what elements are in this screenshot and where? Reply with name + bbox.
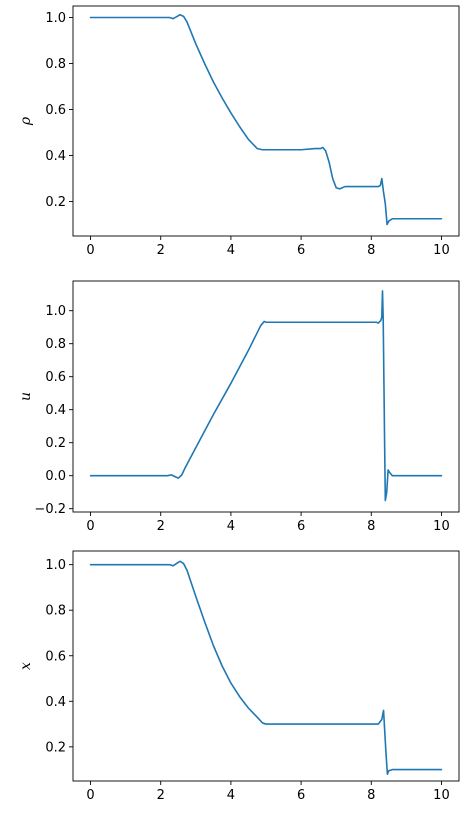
x-ytick-label: 0.2 [45,740,66,755]
x-panel: 0 2 4 6 8 10 0.2 0.4 0.6 0.8 1.0 x [18,550,460,803]
x-xtick-label: 2 [157,788,165,803]
rho-panel: 0 2 4 6 8 10 0.2 0.4 0.6 0.8 1.0 ρ [18,5,460,258]
u-ylabel: u [18,392,34,401]
u-panel: 0 2 4 6 8 10 −0.2 0.0 0.2 0.4 0.6 0.8 1.0 u [18,280,460,534]
u-xtick-label: 2 [157,519,165,534]
x-ytick-label: 1.0 [45,558,66,573]
x-xtick-label: 0 [86,788,94,803]
u-ytick-label: 0.2 [45,436,66,451]
rho-ytick-label: 0.8 [45,57,66,72]
rho-xtick-label: 4 [227,243,235,258]
rho-ylabel: ρ [18,116,34,126]
rho-ytick-label: 1.0 [45,11,66,26]
rho-xtick-label: 0 [86,243,94,258]
u-xtick-label: 0 [86,519,94,534]
rho-ytick-label: 0.6 [45,103,66,118]
x-ytick-label: 0.6 [45,649,66,664]
x-ytick-label: 0.4 [45,695,66,710]
rho-xtick-label: 2 [157,243,165,258]
u-xtick-label: 4 [227,519,235,534]
rho-axes-frame [72,5,460,237]
x-ytick-label: 0.8 [45,604,66,619]
u-ytick-label: 0.8 [45,337,66,352]
rho-ytick-label: 0.2 [45,195,66,210]
u-xtick-label: 8 [367,519,375,534]
u-ytick-label: −0.2 [34,502,66,517]
u-ytick-label: 0.0 [45,469,66,484]
rho-series-line [89,13,443,226]
x-axes-frame [72,550,460,782]
u-ytick-label: 0.6 [45,370,66,385]
rho-xtick-label: 8 [367,243,375,258]
rho-ytick-label: 0.4 [45,149,66,164]
u-xtick-label: 10 [433,519,450,534]
u-axes-frame [72,280,460,513]
u-xtick-label: 6 [297,519,305,534]
x-xtick-label: 4 [227,788,235,803]
u-ytick-label: 1.0 [45,304,66,319]
x-series-line [89,560,443,775]
u-ytick-label: 0.4 [45,403,66,418]
x-xtick-label: 10 [433,788,450,803]
x-xtick-label: 6 [297,788,305,803]
x-ylabel: x [18,662,34,670]
x-xtick-label: 8 [367,788,375,803]
rho-xtick-label: 6 [297,243,305,258]
u-series-line [89,290,443,502]
rho-xtick-label: 10 [433,243,450,258]
